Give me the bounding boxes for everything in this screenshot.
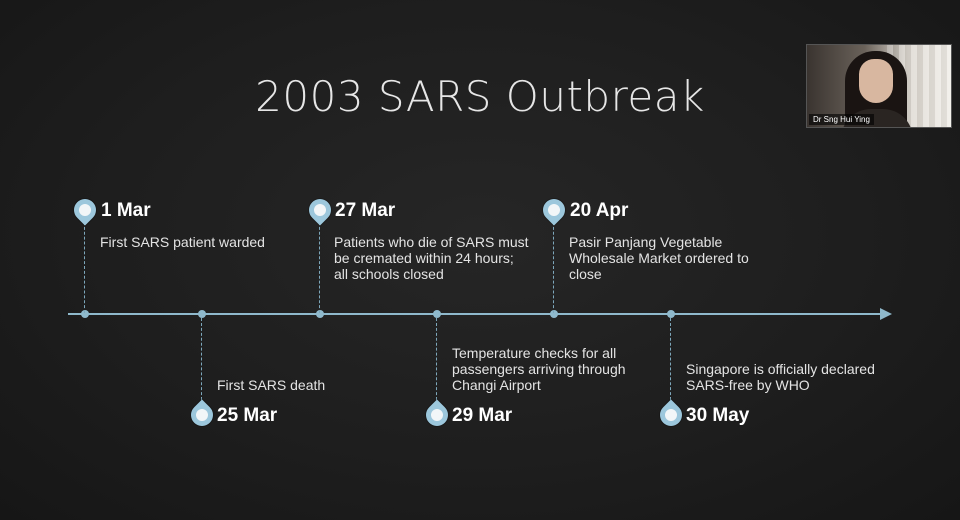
timeline-arrow-icon: [880, 308, 892, 320]
timeline-connector: [319, 222, 320, 313]
event-description: First SARS patient warded: [100, 234, 265, 250]
event-date: 29 Mar: [452, 405, 513, 426]
participant-face: [859, 59, 893, 103]
timeline-tick: [433, 310, 441, 318]
timeline-tick: [81, 310, 89, 318]
event-description: Singapore is officially declared SARS-fr…: [686, 361, 875, 393]
timeline-tick: [550, 310, 558, 318]
timeline-connector: [670, 318, 671, 400]
map-pin-icon: [304, 194, 336, 226]
timeline-connector: [84, 222, 85, 313]
map-pin-icon: [538, 194, 570, 226]
event-date: 25 Mar: [217, 405, 278, 426]
timeline-connector: [436, 318, 437, 400]
map-pin-icon: [69, 194, 101, 226]
event-description: Patients who die of SARS must be cremate…: [334, 234, 529, 282]
event-description: First SARS death: [217, 377, 326, 393]
timeline-connector: [201, 318, 202, 400]
participant-name-label: Dr Sng Hui Ying: [809, 114, 874, 125]
timeline-tick: [316, 310, 324, 318]
slide-title: 2003 SARS Outbreak: [255, 72, 705, 121]
timeline-tick: [667, 310, 675, 318]
timeline-connector: [553, 222, 554, 313]
event-description: Pasir Panjang Vegetable Wholesale Market…: [569, 234, 749, 282]
participant-video-thumbnail[interactable]: Dr Sng Hui Ying: [806, 44, 952, 128]
map-pin-icon: [186, 399, 218, 431]
map-pin-icon: [655, 399, 687, 431]
event-date: 20 Apr: [570, 200, 629, 221]
event-description: Temperature checks for all passengers ar…: [452, 345, 626, 393]
event-date: 27 Mar: [335, 200, 396, 221]
event-date: 1 Mar: [101, 200, 151, 221]
timeline-tick: [198, 310, 206, 318]
timeline-axis: [68, 313, 882, 315]
map-pin-icon: [421, 399, 453, 431]
event-date: 30 May: [686, 405, 750, 426]
